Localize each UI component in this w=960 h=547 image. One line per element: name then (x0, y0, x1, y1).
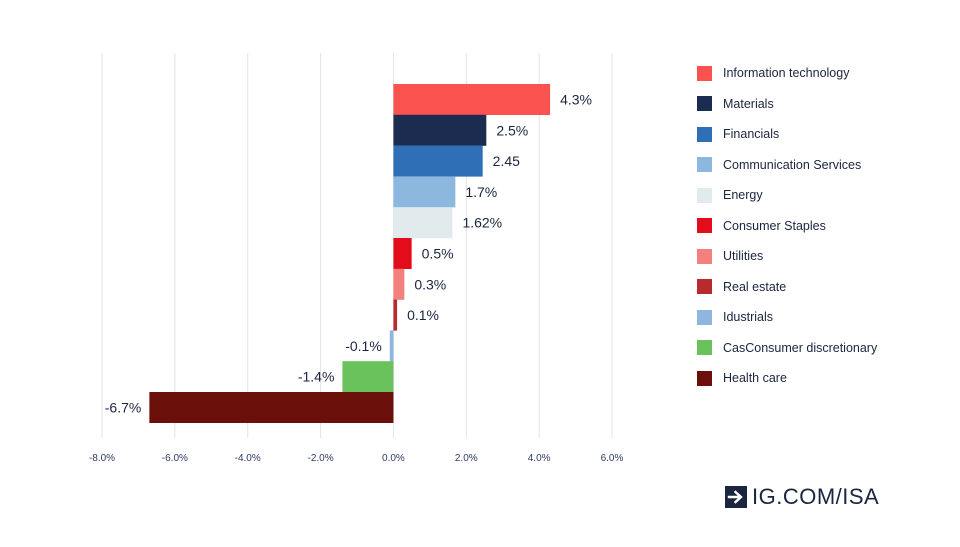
legend-item-utilities: Utilities (697, 241, 877, 272)
legend-label: Information technology (723, 66, 850, 81)
bars (149, 84, 551, 423)
legend-item-casconsumer-discretionary: CasConsumer discretionary (697, 333, 877, 364)
x-tick-label: -4.0% (235, 453, 261, 464)
legend-label: Real estate (723, 279, 787, 294)
legend-item-idustrials: Idustrials (697, 302, 877, 333)
bar-real-estate (393, 299, 398, 331)
data-label-financials: 2.45 (493, 153, 520, 169)
bar-communication-services (393, 176, 456, 208)
x-tick-label: 4.0% (528, 453, 551, 464)
data-label-real-estate: 0.1% (407, 307, 439, 323)
legend-swatch (697, 218, 712, 234)
legend-swatch (697, 187, 712, 203)
legend-swatch (697, 65, 712, 81)
legend-label: Consumer Staples (723, 218, 826, 233)
legend-item-health-care: Health care (697, 363, 877, 394)
legend-label: Utilities (723, 249, 764, 264)
legend-item-energy: Energy (697, 180, 877, 211)
legend-label: CasConsumer discretionary (723, 340, 878, 355)
legend-label: Financials (723, 127, 780, 142)
bar-materials (393, 114, 487, 146)
legend-label: Idustrials (723, 310, 774, 325)
legend-swatch (697, 279, 712, 295)
bar-casconsumer-discretionary (342, 361, 394, 393)
bar-energy (393, 207, 453, 239)
legend: Information technology Materials Financial… (697, 58, 877, 394)
x-tick-label: -6.0% (162, 453, 188, 464)
data-label-energy: 1.62% (462, 215, 502, 231)
x-tick-label: -8.0% (89, 453, 115, 464)
legend-swatch (697, 309, 712, 325)
legend-label: Communication Services (723, 157, 862, 172)
legend-item-real-estate: Real estate (697, 272, 877, 303)
data-label-utilities: 0.3% (414, 276, 446, 292)
bar-health-care (149, 392, 394, 423)
legend-item-consumer-staples: Consumer Staples (697, 211, 877, 242)
legend-label: Materials (723, 96, 774, 111)
data-label-casconsumer-discretionary: -1.4% (298, 369, 335, 385)
legend-swatch (697, 157, 712, 173)
legend-item-communication-services: Communication Services (697, 150, 877, 181)
data-label-health-care: -6.7% (105, 400, 142, 416)
x-tick-label: 6.0% (601, 453, 624, 464)
legend-swatch (697, 96, 712, 112)
legend-swatch (697, 340, 712, 356)
legend-item-information-technology: Information technology (697, 58, 877, 89)
legend-item-financials: Financials (697, 119, 877, 150)
bar-utilities (393, 268, 405, 300)
bar-information-technology (393, 84, 551, 115)
legend-swatch (697, 248, 712, 264)
bar-consumer-staples (393, 238, 412, 269)
legend-item-materials: Materials (697, 89, 877, 120)
legend-swatch (697, 126, 712, 142)
x-tick-label: 0.0% (382, 453, 405, 464)
legend-label: Health care (723, 371, 787, 386)
data-label-communication-services: 1.7% (465, 184, 497, 200)
data-label-materials: 2.5% (496, 122, 528, 138)
brand-text: IG.COM/ISA (752, 484, 880, 509)
data-label-information-technology: 4.3% (560, 92, 592, 108)
legend-label: Energy (723, 188, 763, 203)
bar-financials (393, 145, 483, 177)
data-label-consumer-staples: 0.5% (422, 246, 454, 262)
bar-idustrials (389, 330, 394, 362)
data-labels: 4.3% 2.5% 2.45 1.7% 1.62% 0.5% 0.3% 0.1% -0.1% -1… (105, 92, 592, 416)
arrow-square-icon (725, 486, 747, 508)
x-tick-label: 2.0% (455, 453, 478, 464)
x-tick-label: -2.0% (308, 453, 334, 464)
x-axis-ticks: -8.0% -6.0% -4.0% -2.0% 0.0% 2.0% 4.0% 6.0% (89, 453, 624, 464)
data-label-idustrials: -0.1% (345, 338, 382, 354)
brand-logo: IG.COM/ISA (724, 484, 879, 510)
legend-swatch (697, 370, 712, 386)
